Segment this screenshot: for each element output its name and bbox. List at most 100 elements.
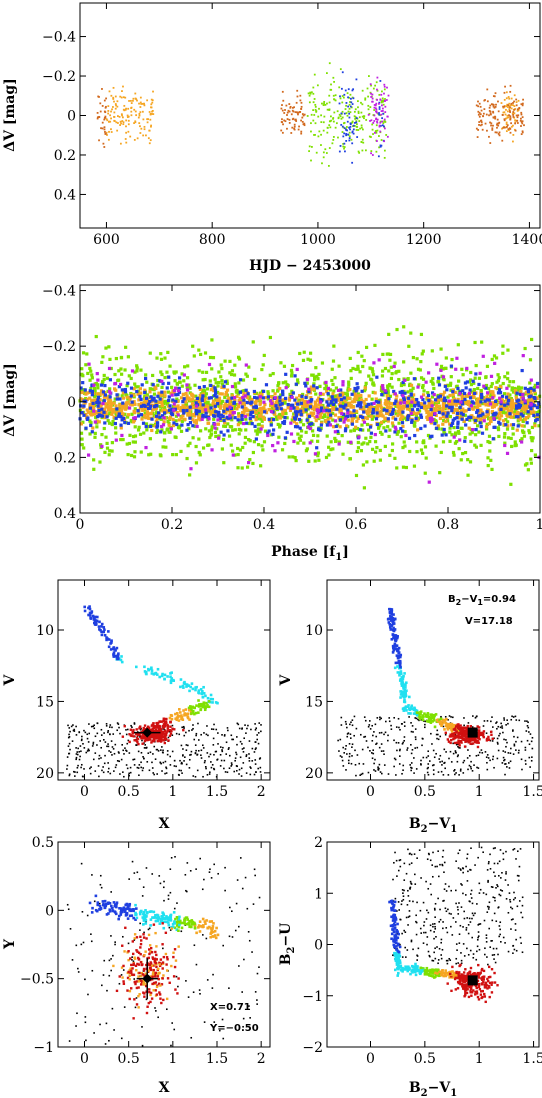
- cmd-x-field-star: [226, 727, 229, 729]
- phase-point: [496, 391, 501, 395]
- lc-point: [127, 107, 130, 110]
- phase-point: [188, 421, 193, 425]
- phase-point: [288, 408, 293, 413]
- phase-point: [520, 424, 524, 428]
- lc-point: [134, 121, 137, 124]
- lc-point: [286, 118, 289, 120]
- lc-point: [384, 111, 387, 113]
- phase-point: [252, 405, 256, 409]
- phase-point: [393, 392, 397, 396]
- phase-point: [160, 379, 164, 383]
- lc-point: [360, 101, 362, 104]
- phase-point: [393, 425, 397, 429]
- cmd-x-field-star: [66, 764, 69, 767]
- phase-point: [245, 374, 249, 378]
- cmd-x-field-star: [162, 728, 165, 730]
- lc-point: [478, 123, 480, 126]
- phase-point: [160, 417, 164, 421]
- lc-point: [286, 111, 289, 114]
- phase-point: [270, 409, 274, 414]
- phase-point: [344, 401, 348, 405]
- phase-point: [79, 386, 83, 390]
- cmd-x-field-star: [83, 729, 85, 732]
- cmd-x-point: [183, 712, 187, 715]
- phase-point: [504, 395, 509, 399]
- cmd-x-point: [169, 713, 173, 717]
- phase-point: [210, 425, 214, 429]
- phase-point: [445, 404, 449, 408]
- phase-point: [298, 351, 302, 356]
- lc-point: [361, 115, 364, 118]
- phase-point: [431, 418, 435, 422]
- phase-point: [160, 404, 164, 408]
- lc-point: [506, 124, 509, 127]
- phase-point: [198, 418, 202, 422]
- phase-point: [280, 448, 285, 452]
- phase-point: [493, 413, 497, 417]
- phase-point: [228, 403, 233, 407]
- phase-point: [312, 411, 316, 416]
- lc-point: [307, 92, 310, 95]
- lc-point: [310, 159, 312, 162]
- cmd-x-field-star: [219, 765, 222, 767]
- phase-point: [429, 419, 433, 423]
- lc-point: [516, 108, 519, 111]
- phase-point: [121, 391, 126, 395]
- phase-point: [361, 406, 365, 410]
- phase-point: [106, 419, 110, 423]
- lc-point: [281, 118, 283, 121]
- phase-point: [365, 409, 369, 413]
- phase-point: [128, 398, 132, 402]
- lc-point: [286, 127, 288, 130]
- cmd-x-field-star: [205, 733, 208, 736]
- cmd-x-field-star: [94, 735, 97, 738]
- phase-point: [231, 428, 235, 432]
- lc-point: [480, 119, 483, 122]
- phase-point: [389, 376, 394, 381]
- phase-ytick-label: 0.2: [54, 450, 76, 466]
- phase-point: [385, 418, 389, 423]
- phase-point: [441, 415, 446, 419]
- phase-point: [475, 399, 480, 403]
- phase-point: [408, 408, 413, 412]
- phase-point: [231, 412, 235, 417]
- phase-point: [439, 347, 443, 351]
- phase-point: [447, 403, 451, 407]
- phase-point: [422, 441, 426, 445]
- lc-point: [383, 85, 386, 88]
- phase-point: [490, 382, 494, 386]
- phase-point: [241, 378, 246, 382]
- phase-point: [358, 402, 363, 406]
- lc-point: [343, 132, 346, 135]
- phase-point: [92, 407, 96, 411]
- cmd-x-point: [152, 722, 155, 725]
- cmd-x-field-star: [179, 759, 181, 762]
- phase-point: [327, 409, 331, 413]
- phase-point: [410, 420, 414, 424]
- phase-point: [407, 344, 411, 348]
- phase-point: [505, 407, 510, 411]
- cmd-x-red-point: [132, 735, 135, 738]
- phase-point: [381, 369, 385, 373]
- phase-point: [103, 421, 107, 425]
- lc-point: [510, 102, 513, 105]
- light-curve-xlabel: HJD − 2453000: [249, 258, 371, 274]
- phase-point: [279, 407, 283, 411]
- lc-point: [281, 104, 283, 106]
- phase-point: [253, 377, 257, 381]
- cmd-x-field-star: [118, 726, 120, 729]
- phase-point: [395, 432, 399, 436]
- phase-point: [360, 423, 364, 427]
- cmd-x-point: [175, 711, 179, 715]
- lc-point: [373, 114, 376, 117]
- lc-point: [121, 120, 124, 122]
- cmd-x-field-star: [117, 723, 120, 725]
- phase-point: [234, 402, 239, 406]
- phase-point: [312, 384, 316, 388]
- phase-point: [211, 385, 215, 389]
- lc-point: [100, 127, 102, 130]
- phase-point: [144, 376, 148, 381]
- phase-point: [144, 445, 148, 450]
- phase-point: [441, 412, 445, 416]
- lc-point: [509, 115, 512, 118]
